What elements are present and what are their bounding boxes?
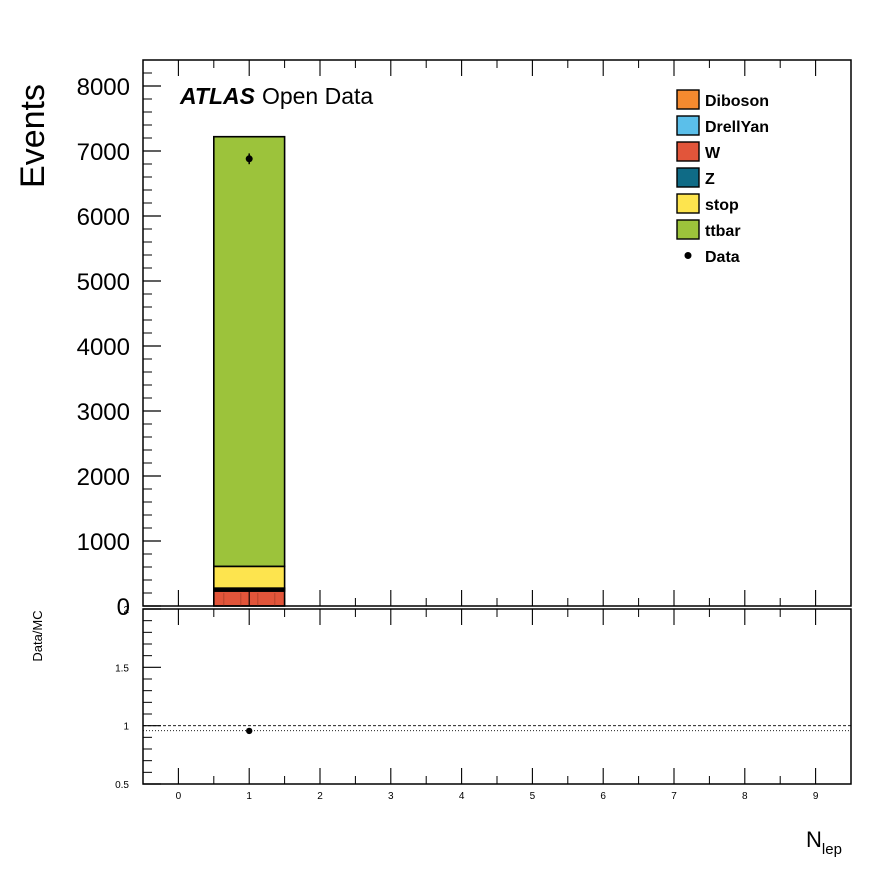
legend-label-w: W	[705, 145, 721, 162]
atlas-label-bold: ATLAS	[179, 83, 256, 109]
y-tick-label: 8000	[77, 74, 130, 101]
y-tick-label: 5000	[77, 269, 130, 296]
atlas-label-rest: Open Data	[262, 83, 373, 109]
y-tick-label: 4000	[77, 334, 130, 361]
y-tick-label: 2000	[77, 464, 130, 491]
y-tick-label: 3000	[77, 399, 130, 426]
y-tick-label: 0	[117, 594, 130, 621]
atlas-label: ATLAS Open Data	[179, 83, 373, 109]
x-tick-label: 7	[671, 791, 677, 802]
ratio-y-axis-label: Data/MC	[30, 610, 45, 661]
legend-swatch-w	[676, 141, 700, 162]
ratio-y-tick-label: 0.5	[115, 780, 129, 791]
x-tick-label: 2	[317, 791, 323, 802]
bar-ttbar	[213, 135, 286, 568]
legend-swatch-z	[676, 167, 700, 188]
legend-label-data: Data	[705, 249, 740, 266]
y-tick-label: 7000	[77, 139, 130, 166]
y-tick-label: 6000	[77, 204, 130, 231]
legend-swatch-diboson	[676, 89, 700, 110]
x-tick-label: 0	[176, 791, 182, 802]
legend-swatch-stop	[676, 193, 700, 214]
legend-label-z: Z	[705, 171, 715, 188]
ratio-y-tick-label: 1.5	[115, 663, 129, 674]
legend-label-drellyan: DrellYan	[705, 119, 769, 136]
x-tick-label: 9	[813, 791, 819, 802]
ratio-y-tick-label: 1	[123, 722, 129, 733]
x-tick-label: 8	[742, 791, 748, 802]
legend-marker-data	[684, 252, 692, 259]
x-tick-label: 4	[459, 791, 465, 802]
data-point	[245, 155, 253, 163]
x-tick-label: 3	[388, 791, 394, 802]
x-axis-label-main: N	[806, 827, 822, 852]
bar-stop	[213, 565, 286, 589]
x-tick-label: 1	[246, 791, 252, 802]
ratio-panel: 0.5 1 1.5 2 0 1 2 3 4 5 6 7 8 9	[115, 605, 852, 802]
y-axis-label: Events	[14, 84, 52, 188]
legend-label-diboson: Diboson	[705, 93, 769, 110]
x-tick-label: 6	[600, 791, 606, 802]
x-axis-label: Nlep	[806, 827, 842, 858]
legend-swatch-ttbar	[676, 219, 700, 240]
legend-label-ttbar: ttbar	[705, 223, 741, 240]
legend-label-stop: stop	[705, 197, 739, 214]
x-tick-label: 5	[530, 791, 536, 802]
main-panel: 0 1000 2000 3000 4000 5000 6000 7000 8000	[77, 59, 852, 621]
y-tick-label: 1000	[77, 529, 130, 556]
x-axis-label-sub: lep	[822, 841, 842, 858]
ratio-y-tick-label: 2	[123, 605, 129, 616]
ratio-frame	[142, 608, 852, 785]
legend-swatch-drellyan	[676, 115, 700, 136]
ratio-point	[246, 727, 253, 735]
